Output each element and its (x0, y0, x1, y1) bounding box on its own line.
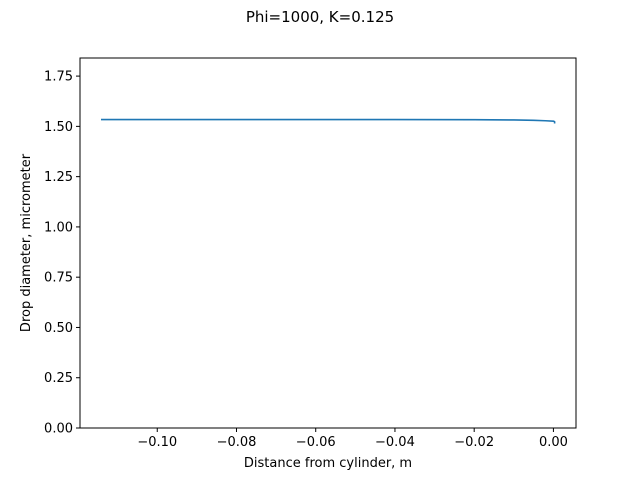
y-tick-label: 1.75 (44, 70, 73, 85)
chart-title: Phi=1000, K=0.125 (246, 8, 394, 26)
x-tick-label: −0.10 (137, 435, 177, 450)
x-axis-label: Distance from cylinder, m (244, 456, 412, 471)
y-axis-label: Drop diameter, micrometer (19, 153, 34, 332)
y-tick-label: 1.25 (44, 170, 73, 185)
x-tick-label: −0.04 (375, 435, 415, 450)
series-line-0 (100, 118, 556, 124)
x-tick-label: −0.02 (454, 435, 494, 450)
plot-area-frame (79, 57, 577, 429)
y-tick-label: 1.50 (44, 120, 73, 135)
y-tick-label: 1.00 (44, 220, 73, 235)
y-axis-ticks: 0.00 0.25 0.50 0.75 1.00 1.25 1.50 1.75 (44, 70, 80, 437)
x-tick-label: 0.00 (539, 435, 568, 450)
x-tick-label: −0.08 (217, 435, 257, 450)
y-tick-label: 0.75 (44, 271, 73, 286)
y-tick-label: 0.50 (44, 321, 73, 336)
x-tick-label: −0.06 (296, 435, 336, 450)
y-tick-label: 0.00 (44, 422, 73, 437)
y-tick-label: 0.25 (44, 371, 73, 386)
series-layer (100, 118, 556, 124)
x-axis-ticks: −0.10 −0.08 −0.06 −0.04 −0.02 0.00 (137, 428, 568, 450)
